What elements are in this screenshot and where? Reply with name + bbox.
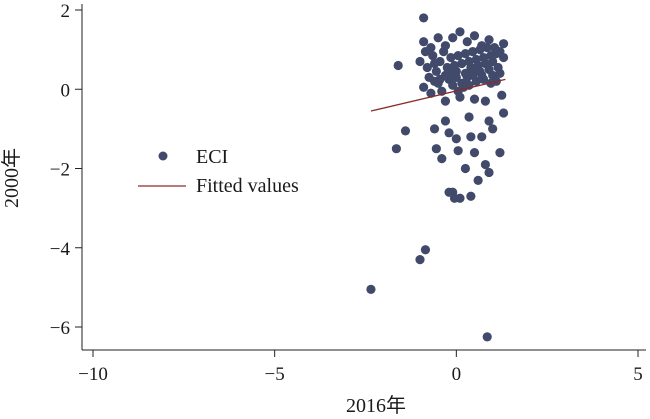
eci-point xyxy=(488,70,498,80)
x-tick-label: −5 xyxy=(265,364,285,385)
eci-point xyxy=(462,72,472,82)
eci-point xyxy=(393,60,403,71)
eci-point xyxy=(440,41,451,51)
eci-point xyxy=(480,159,490,170)
eci-point xyxy=(415,255,425,265)
eci-point xyxy=(415,56,425,67)
x-tick-label: −10 xyxy=(78,364,108,385)
eci-point xyxy=(419,37,429,47)
eci-point xyxy=(466,191,476,201)
eci-point xyxy=(440,116,451,126)
eci-point xyxy=(468,47,478,57)
x-tick-label: 5 xyxy=(633,364,643,385)
eci-point xyxy=(477,41,487,51)
eci-point xyxy=(488,124,498,134)
eci-point xyxy=(420,245,431,255)
eci-point xyxy=(455,193,465,203)
eci-point xyxy=(431,66,441,77)
eci-point xyxy=(455,27,465,37)
eci-point xyxy=(469,31,480,41)
eci-point xyxy=(466,132,476,142)
eci-point xyxy=(437,153,447,164)
y-axis-ticks: 2 0 −2 −4 −6 xyxy=(50,1,82,339)
eci-point xyxy=(497,90,507,100)
eci-point xyxy=(495,148,505,158)
eci-point xyxy=(480,96,490,106)
eci-point xyxy=(469,148,480,158)
x-axis-ticks: −10 −5 0 5 xyxy=(78,350,643,385)
eci-point xyxy=(488,56,498,67)
eci-point xyxy=(498,39,509,49)
eci-point xyxy=(480,58,490,69)
eci-point xyxy=(484,167,494,178)
legend-marker-eci xyxy=(158,151,168,161)
eci-point xyxy=(469,94,480,104)
eci-point xyxy=(464,112,474,122)
eci-point xyxy=(482,332,492,342)
eci-point xyxy=(453,86,463,96)
eci-point xyxy=(446,68,456,78)
eci-point xyxy=(391,144,401,154)
eci-point xyxy=(477,132,487,142)
plot-area xyxy=(366,13,509,342)
eci-point xyxy=(431,144,441,154)
eci-point xyxy=(422,62,432,73)
y-tick-label: −4 xyxy=(50,239,71,260)
eci-point xyxy=(448,33,458,43)
x-tick-label: 0 xyxy=(452,364,462,385)
eci-point xyxy=(419,13,429,23)
y-tick-label: 2 xyxy=(61,1,71,22)
eci-point xyxy=(420,47,431,57)
y-axis-title: 2000年 xyxy=(0,148,23,208)
legend: ECI Fitted values xyxy=(138,146,299,197)
eci-point xyxy=(435,74,445,84)
eci-point xyxy=(484,116,494,126)
eci-point xyxy=(440,96,451,106)
eci-point xyxy=(457,58,467,69)
eci-point xyxy=(453,146,463,156)
eci-point xyxy=(484,35,494,45)
eci-point xyxy=(453,50,463,61)
eci-point xyxy=(451,134,461,144)
eci-point xyxy=(419,82,429,92)
eci-point xyxy=(460,48,471,59)
eci-point xyxy=(462,37,472,47)
eci-point xyxy=(491,48,501,59)
eci-point xyxy=(428,50,438,61)
eci-point xyxy=(446,52,456,63)
eci-point xyxy=(366,284,376,294)
eci-point xyxy=(448,80,458,90)
eci-point xyxy=(471,76,481,86)
eci-point xyxy=(473,175,483,185)
eci-point xyxy=(433,33,443,43)
x-axis-title: 2016年 xyxy=(346,394,406,417)
legend-label-eci: ECI xyxy=(196,146,228,168)
y-tick-label: −2 xyxy=(50,160,70,181)
eci-point xyxy=(460,163,471,174)
eci-point xyxy=(498,108,509,118)
eci-point xyxy=(426,88,436,98)
legend-label-fitted: Fitted values xyxy=(196,175,299,197)
eci-point xyxy=(495,68,505,78)
eci-point xyxy=(400,126,411,136)
eci-point xyxy=(429,58,440,69)
eci-point xyxy=(444,128,454,138)
eci-point xyxy=(477,70,487,80)
fitted-values-line xyxy=(370,78,506,112)
y-tick-label: 0 xyxy=(61,80,71,101)
eci-point xyxy=(469,64,480,75)
eci-point xyxy=(429,124,440,134)
y-tick-label: −6 xyxy=(50,318,70,339)
